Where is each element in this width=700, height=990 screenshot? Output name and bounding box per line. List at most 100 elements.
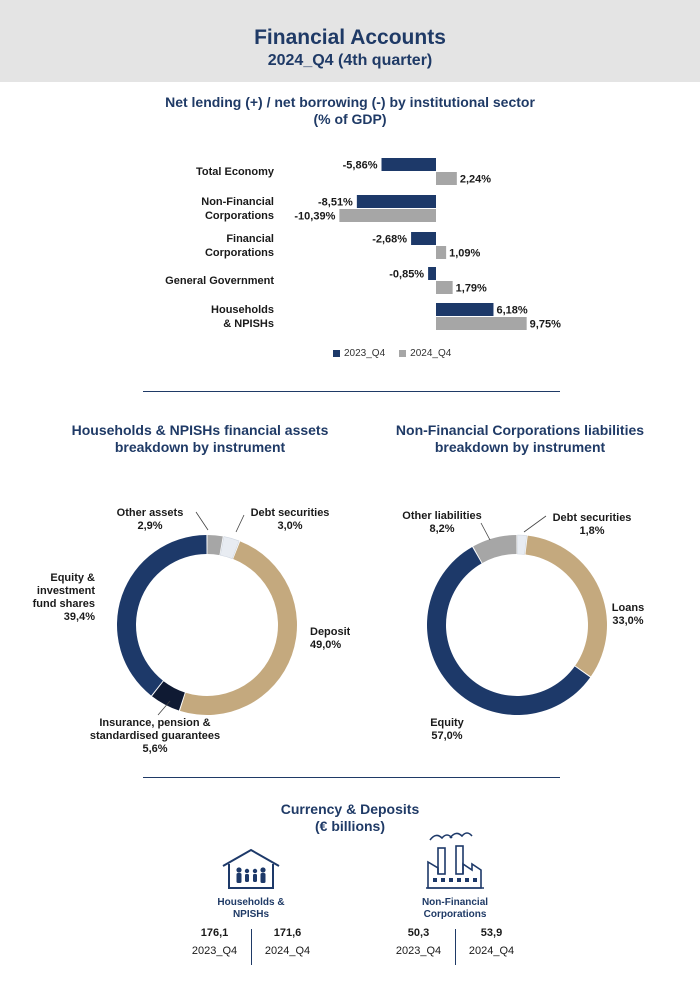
- households-num-2023: 176,1: [200, 927, 229, 939]
- slice-value-loans: 33,0%: [612, 615, 643, 627]
- slice-label-other-liabilities: Other liabilities: [402, 510, 481, 522]
- slice-label-deposits: Deposits: [310, 626, 350, 638]
- slice-insurance-pension-standardised-guarantees: [152, 681, 185, 711]
- nfc-label: Non-Financial Corporations: [380, 897, 530, 921]
- slice-value-equity: 57,0%: [431, 730, 462, 742]
- bar-value-label: 9,75%: [530, 319, 561, 331]
- category-label-households-npishs: Households: [211, 304, 274, 316]
- net-lending-title-line1: Net lending (+) / net borrowing (-) by i…: [165, 94, 535, 110]
- legend-label-2024: 2024_Q4: [410, 348, 452, 359]
- slice-value-debt-securities: 1,8%: [579, 525, 604, 537]
- page-header: Financial Accounts 2024_Q4 (4th quarter): [0, 0, 700, 82]
- slice-loans: [525, 535, 607, 677]
- households-block: Households & NPISHs 176,1 2023_Q4 171,6 …: [176, 846, 326, 965]
- bar-value-label: -2,68%: [372, 234, 407, 246]
- slice-label-insurance-pension-standardised-guarantees: Insurance, pension &: [99, 717, 210, 729]
- nfc-num-2023: 50,3: [407, 927, 430, 939]
- donut-1-title-line1: Households & NPISHs financial assets: [71, 422, 329, 438]
- slice-value-insurance-pension-standardised-guarantees: 5,6%: [142, 743, 167, 755]
- bar-value-label: 1,79%: [456, 283, 487, 295]
- bar-non-financial-corporations-2024-q4: [339, 209, 436, 222]
- slice-label-insurance-pension-standardised-guarantees: standardised guarantees: [90, 730, 220, 742]
- net-lending-title-line2: (% of GDP): [313, 111, 387, 127]
- slice-value-equity-investment-fund-shares: 39,4%: [64, 611, 95, 623]
- nfc-year-2023: 2023_Q4: [395, 945, 442, 957]
- slice-deposits: [179, 541, 297, 715]
- nfc-num-2024: 53,9: [480, 927, 503, 939]
- bar-general-government-2024-q4: [436, 281, 453, 294]
- category-label-total-economy: Total Economy: [196, 166, 275, 178]
- nfc-label-line2: Corporations: [423, 909, 487, 920]
- page-title: Financial Accounts: [254, 26, 446, 49]
- households-separator: [250, 929, 252, 965]
- slice-value-other-liabilities: 8,2%: [429, 523, 454, 535]
- bar-value-label: 1,09%: [449, 248, 480, 260]
- category-label-households-npishs: & NPISHs: [223, 318, 274, 330]
- currency-title: Currency & Deposits (€ billions): [0, 801, 700, 835]
- bar-households-npishs-2024-q4: [436, 317, 527, 330]
- slice-label-equity-investment-fund-shares: investment: [37, 585, 95, 597]
- slice-equity-investment-fund-shares: [117, 535, 207, 696]
- leader-line-other-assets: [195, 511, 209, 531]
- bar-financial-corporations-2024-q4: [436, 246, 447, 259]
- slice-label-loans: Loans: [612, 602, 644, 614]
- category-label-non-financial-corporations: Corporations: [205, 210, 274, 222]
- slice-other-liabilities: [473, 535, 517, 564]
- slice-debt-securities: [219, 536, 240, 560]
- households-year-2024: 2024_Q4: [264, 945, 311, 957]
- donut-1-title-line2: breakdown by instrument: [114, 439, 286, 455]
- bar-total-economy-2023-q4: [381, 158, 436, 171]
- legend-label-2023: 2023_Q4: [344, 348, 386, 359]
- net-lending-title: Net lending (+) / net borrowing (-) by i…: [0, 94, 700, 128]
- nfc-year-2024: 2024_Q4: [468, 945, 515, 957]
- households-num-2024: 171,6: [273, 927, 302, 939]
- currency-title-line2: (€ billions): [315, 818, 385, 834]
- bar-total-economy-2024-q4: [436, 172, 457, 185]
- bar-general-government-2023-q4: [428, 267, 436, 280]
- nfc-value-2024: 53,9 2024_Q4: [456, 927, 528, 965]
- households-year-2023: 2023_Q4: [191, 945, 238, 957]
- households-label-line2: NPISHs: [232, 909, 270, 920]
- households-value-2024: 171,6 2024_Q4: [252, 927, 324, 965]
- bar-value-label: -10,39%: [294, 211, 335, 223]
- category-label-financial-corporations: Corporations: [205, 247, 274, 259]
- slice-label-other-assets: Other assets: [117, 507, 184, 519]
- slice-value-deposits: 49,0%: [310, 639, 341, 651]
- slice-label-debt-securities: Debt securities: [553, 512, 632, 524]
- category-label-non-financial-corporations: Non-Financial: [201, 196, 274, 208]
- bar-value-label: -8,51%: [318, 197, 353, 209]
- bar-value-label: -0,85%: [389, 269, 424, 281]
- leader-line-insurance-pension-standardised-guarantees: [157, 700, 171, 716]
- nfc-value-2023: 50,3 2023_Q4: [383, 927, 455, 965]
- legend-swatch-2023: [333, 350, 340, 357]
- divider-2: [143, 777, 560, 778]
- slice-other-assets: [207, 535, 223, 556]
- donut-2-title-line2: breakdown by instrument: [434, 439, 606, 455]
- slice-label-equity-investment-fund-shares: fund shares: [33, 598, 95, 610]
- factory-icon: [426, 832, 484, 889]
- nfc-label-line1: Non-Financial: [421, 897, 489, 908]
- leader-line-other-liabilities: [480, 522, 491, 541]
- donut-2-title: Non-Financial Corporations liabilities b…: [370, 422, 670, 456]
- slice-value-other-assets: 2,9%: [137, 520, 162, 532]
- nfc-separator: [454, 929, 456, 965]
- divider-1: [143, 391, 560, 392]
- households-value-2023: 176,1 2023_Q4: [179, 927, 251, 965]
- households-label-line1: Households &: [217, 897, 285, 908]
- bar-value-label: 6,18%: [496, 305, 527, 317]
- slice-label-equity-investment-fund-shares: Equity &: [50, 572, 95, 584]
- slice-value-debt-securities: 3,0%: [277, 520, 302, 532]
- nfc-block: Non-Financial Corporations 50,3 2023_Q4 …: [380, 828, 530, 965]
- category-label-general-government: General Government: [165, 275, 274, 287]
- leader-line-debt-securities: [235, 514, 245, 533]
- leader-line-debt-securities: [523, 515, 547, 533]
- legend-item-2023: 2023_Q4: [333, 348, 385, 359]
- bar-households-npishs-2023-q4: [436, 303, 494, 316]
- nfc-values: 50,3 2023_Q4 53,9 2024_Q4: [380, 927, 530, 965]
- bar-chart-legend: 2023_Q4 2024_Q4: [333, 348, 451, 359]
- legend-swatch-2024: [399, 350, 407, 357]
- slice-label-equity: Equity: [430, 717, 464, 729]
- category-label-financial-corporations: Financial: [226, 233, 274, 245]
- net-lending-bar-chart: Total Economy -5,86% 2,24% Non-Financial Cor…: [165, 158, 561, 331]
